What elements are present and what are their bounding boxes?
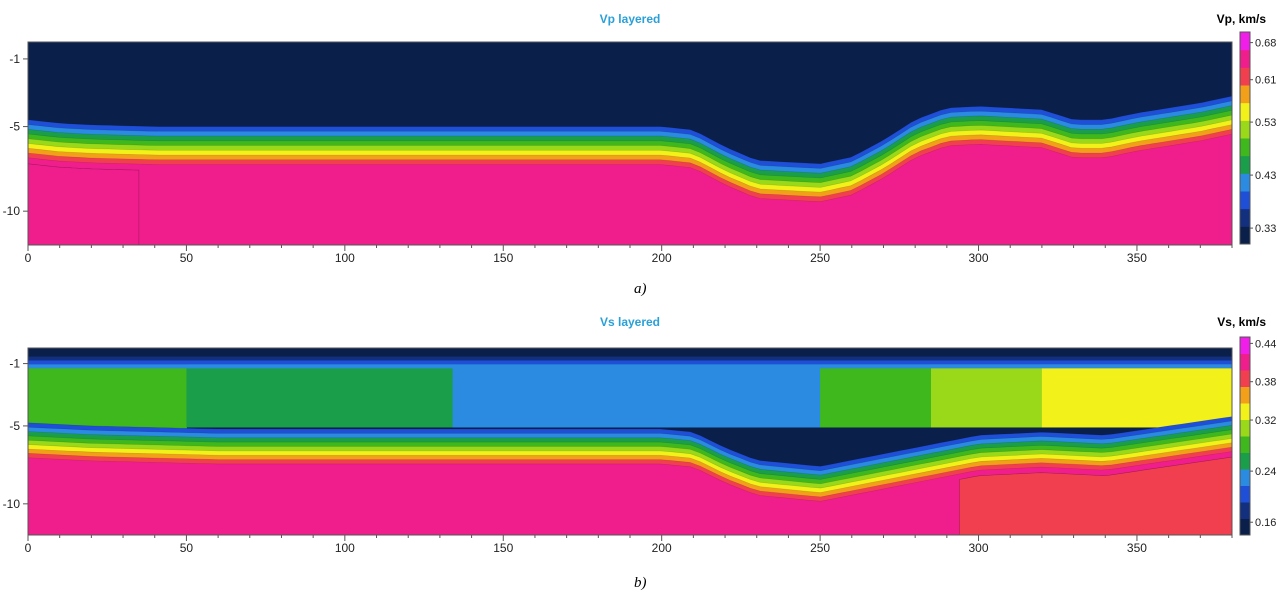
x-tick-label: 50 [180,541,194,555]
x-tick-label: 150 [493,251,513,265]
colorbar-tick-label: 0.24 [1255,466,1276,478]
colorbar-tick-label: 0.16 [1255,517,1276,529]
x-tick-label: 200 [652,251,672,265]
colorbar-tick-label: 0.38 [1255,377,1276,389]
colorbar-segment [1240,436,1250,453]
x-tick-label: 350 [1127,251,1147,265]
panel-vp: Vp layered Vp, km/s 0 50 100 150 200 250 300 350 -… [3,12,1277,297]
colorbar-frame [1239,336,1251,536]
x-tick-label: 300 [969,251,989,265]
colorbar-segment [1240,85,1250,104]
colorbar-segment [1240,452,1250,470]
x-tick-label: 100 [335,251,355,265]
gradient-band [28,364,1232,369]
vp-chart: Vp layered Vp, km/s 0 50 100 150 200 250 300 350 -… [3,12,1277,265]
y-tick-label: -5 [9,419,20,433]
colorbar-segment [1240,155,1250,174]
velocity-block [931,360,1043,428]
colorbar-segment [1240,469,1250,486]
velocity-block [186,360,454,428]
deep-region [959,456,1232,535]
velocity-block [699,360,821,428]
x-tick-label: 0 [25,251,32,265]
gradient-band [28,356,1232,361]
colorbar-segment [1240,102,1250,121]
colorbar-segment [1240,173,1250,192]
colorbar-segment [1240,191,1250,210]
deep-region [28,163,140,245]
velocity-block [820,360,932,428]
colorbar-tick-label: 0.68 [1255,38,1276,50]
colorbar-segment [1240,120,1250,139]
x-tick-label: 50 [180,251,194,265]
colorbar-segment [1240,485,1250,503]
colorbar-segment [1240,353,1250,371]
panel-vs: Vs layered Vs, km/s 0 50 100 150 200 250 300 350 -… [0,307,1277,591]
heatmap-field [28,42,1232,245]
colorbar-segment [1240,370,1250,387]
velocity-block [452,360,701,428]
y-tick-label: -1 [9,357,20,371]
x-tick-label: 0 [25,541,32,555]
x-tick-label: 250 [810,251,830,265]
x-tick-label: 100 [335,541,355,555]
x-tick-label: 350 [1127,541,1147,555]
colorbar-segment [1240,502,1250,519]
colorbar-segment [1240,518,1250,536]
x-tick-label: 300 [969,541,989,555]
colorbar-tick-label: 0.33 [1255,223,1276,235]
velocity-contour-band [28,451,1232,535]
vs-chart: Vs layered Vs, km/s 0 50 100 150 200 250 300 350 -… [3,315,1277,555]
colorbar-tick-label: 0.61 [1255,75,1276,87]
x-tick-label: 250 [810,541,830,555]
colorbar-segment [1240,32,1250,51]
velocity-contour-band [28,133,1232,245]
colorbar-label: Vs, km/s [1217,315,1266,329]
colorbar-frame [1239,31,1251,245]
gradient-band [28,360,1232,365]
velocity-block [1041,360,1232,428]
colorbar-segment [1240,419,1250,437]
colorbar-segment [1240,403,1250,420]
x-tick-label: 200 [652,541,672,555]
colorbar-segment [1240,208,1250,227]
caption-a: a) [634,281,647,297]
colorbar-segment [1240,49,1250,68]
chart-title: Vp layered [600,12,661,26]
colorbar-label: Vp, km/s [1217,12,1267,26]
y-tick-label: -1 [9,52,20,66]
y-tick-label: -10 [3,497,21,511]
colorbar-tick-label: 0.53 [1255,117,1276,129]
colorbar-segment [1240,67,1250,86]
colorbar-segment [1240,226,1250,245]
colorbar-segment [1240,337,1250,354]
heatmap-field [28,348,1232,535]
colorbar-segment [1240,138,1250,157]
colorbar-tick-label: 0.43 [1255,170,1276,182]
y-tick-label: -5 [9,120,20,134]
y-tick-label: -10 [3,204,21,218]
caption-b: b) [634,575,647,591]
velocity-block [28,365,187,433]
colorbar-segment [1240,386,1250,404]
chart-title: Vs layered [600,315,660,329]
x-tick-label: 150 [493,541,513,555]
colorbar-tick-label: 0.44 [1255,338,1276,350]
colorbar-tick-label: 0.32 [1255,415,1276,427]
